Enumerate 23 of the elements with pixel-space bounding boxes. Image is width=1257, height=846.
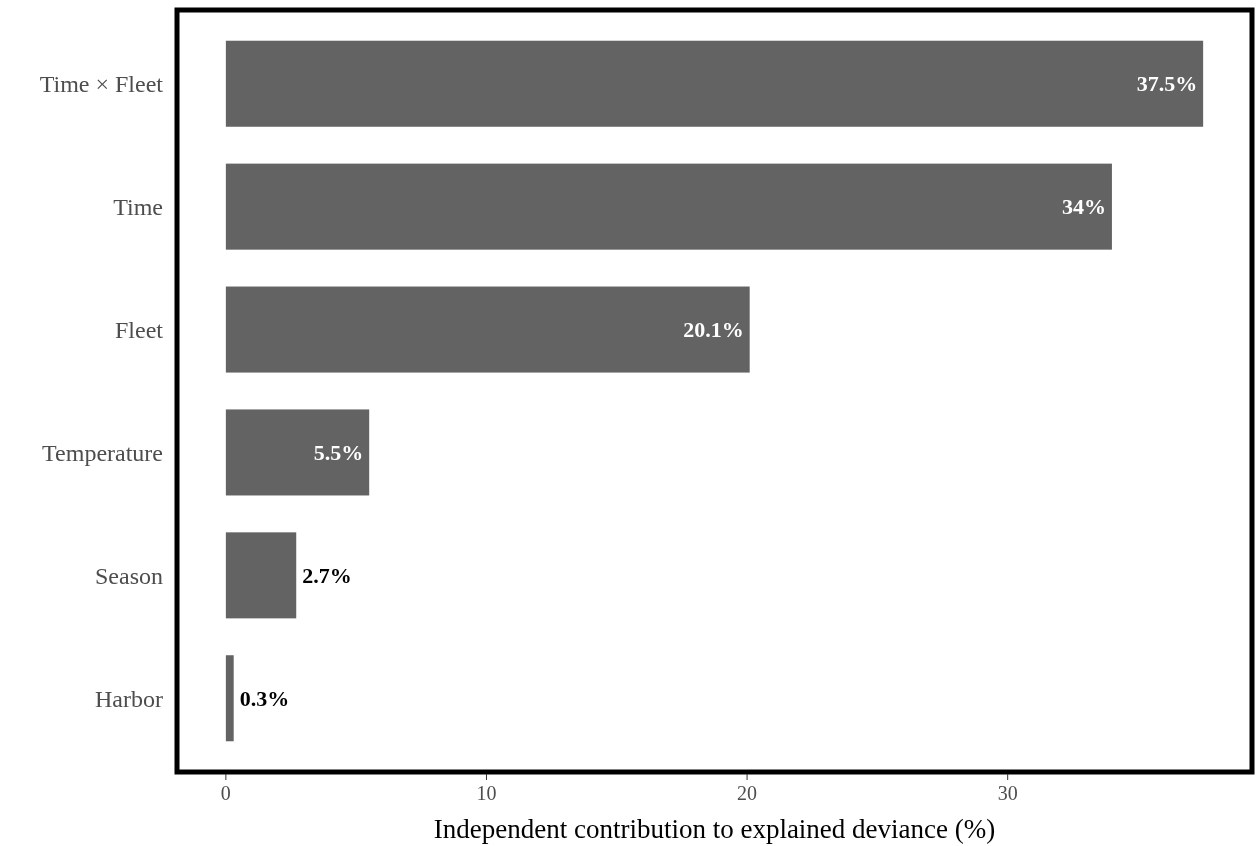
data-label: 5.5% (313, 440, 364, 466)
data-label: 2.7% (302, 563, 352, 589)
bar (225, 409, 370, 496)
y-tick-label: Time × Fleet (39, 71, 164, 98)
bar (225, 286, 750, 373)
x-axis-title: Independent contribution to explained deviance (%) (433, 814, 996, 844)
y-tick-label: Season (95, 562, 163, 589)
data-label: 0.3% (239, 685, 290, 711)
y-tick-label: Harbor (95, 685, 164, 712)
data-label: 37.5% (1136, 71, 1198, 97)
x-tick-label: 30 (997, 782, 1018, 804)
x-tick-label: 20 (737, 782, 758, 804)
y-tick-label: Fleet (115, 316, 164, 343)
data-label: 20.1% (683, 317, 744, 343)
y-tick-label: Temperature (42, 439, 163, 466)
x-tick-label: 10 (476, 782, 497, 804)
bar (225, 163, 1112, 250)
x-tick-label: 0 (220, 782, 231, 804)
bar (225, 40, 1204, 127)
bar (225, 532, 297, 619)
bar (225, 655, 234, 742)
data-label: 34% (1061, 194, 1106, 220)
y-tick-label: Time (113, 194, 163, 221)
